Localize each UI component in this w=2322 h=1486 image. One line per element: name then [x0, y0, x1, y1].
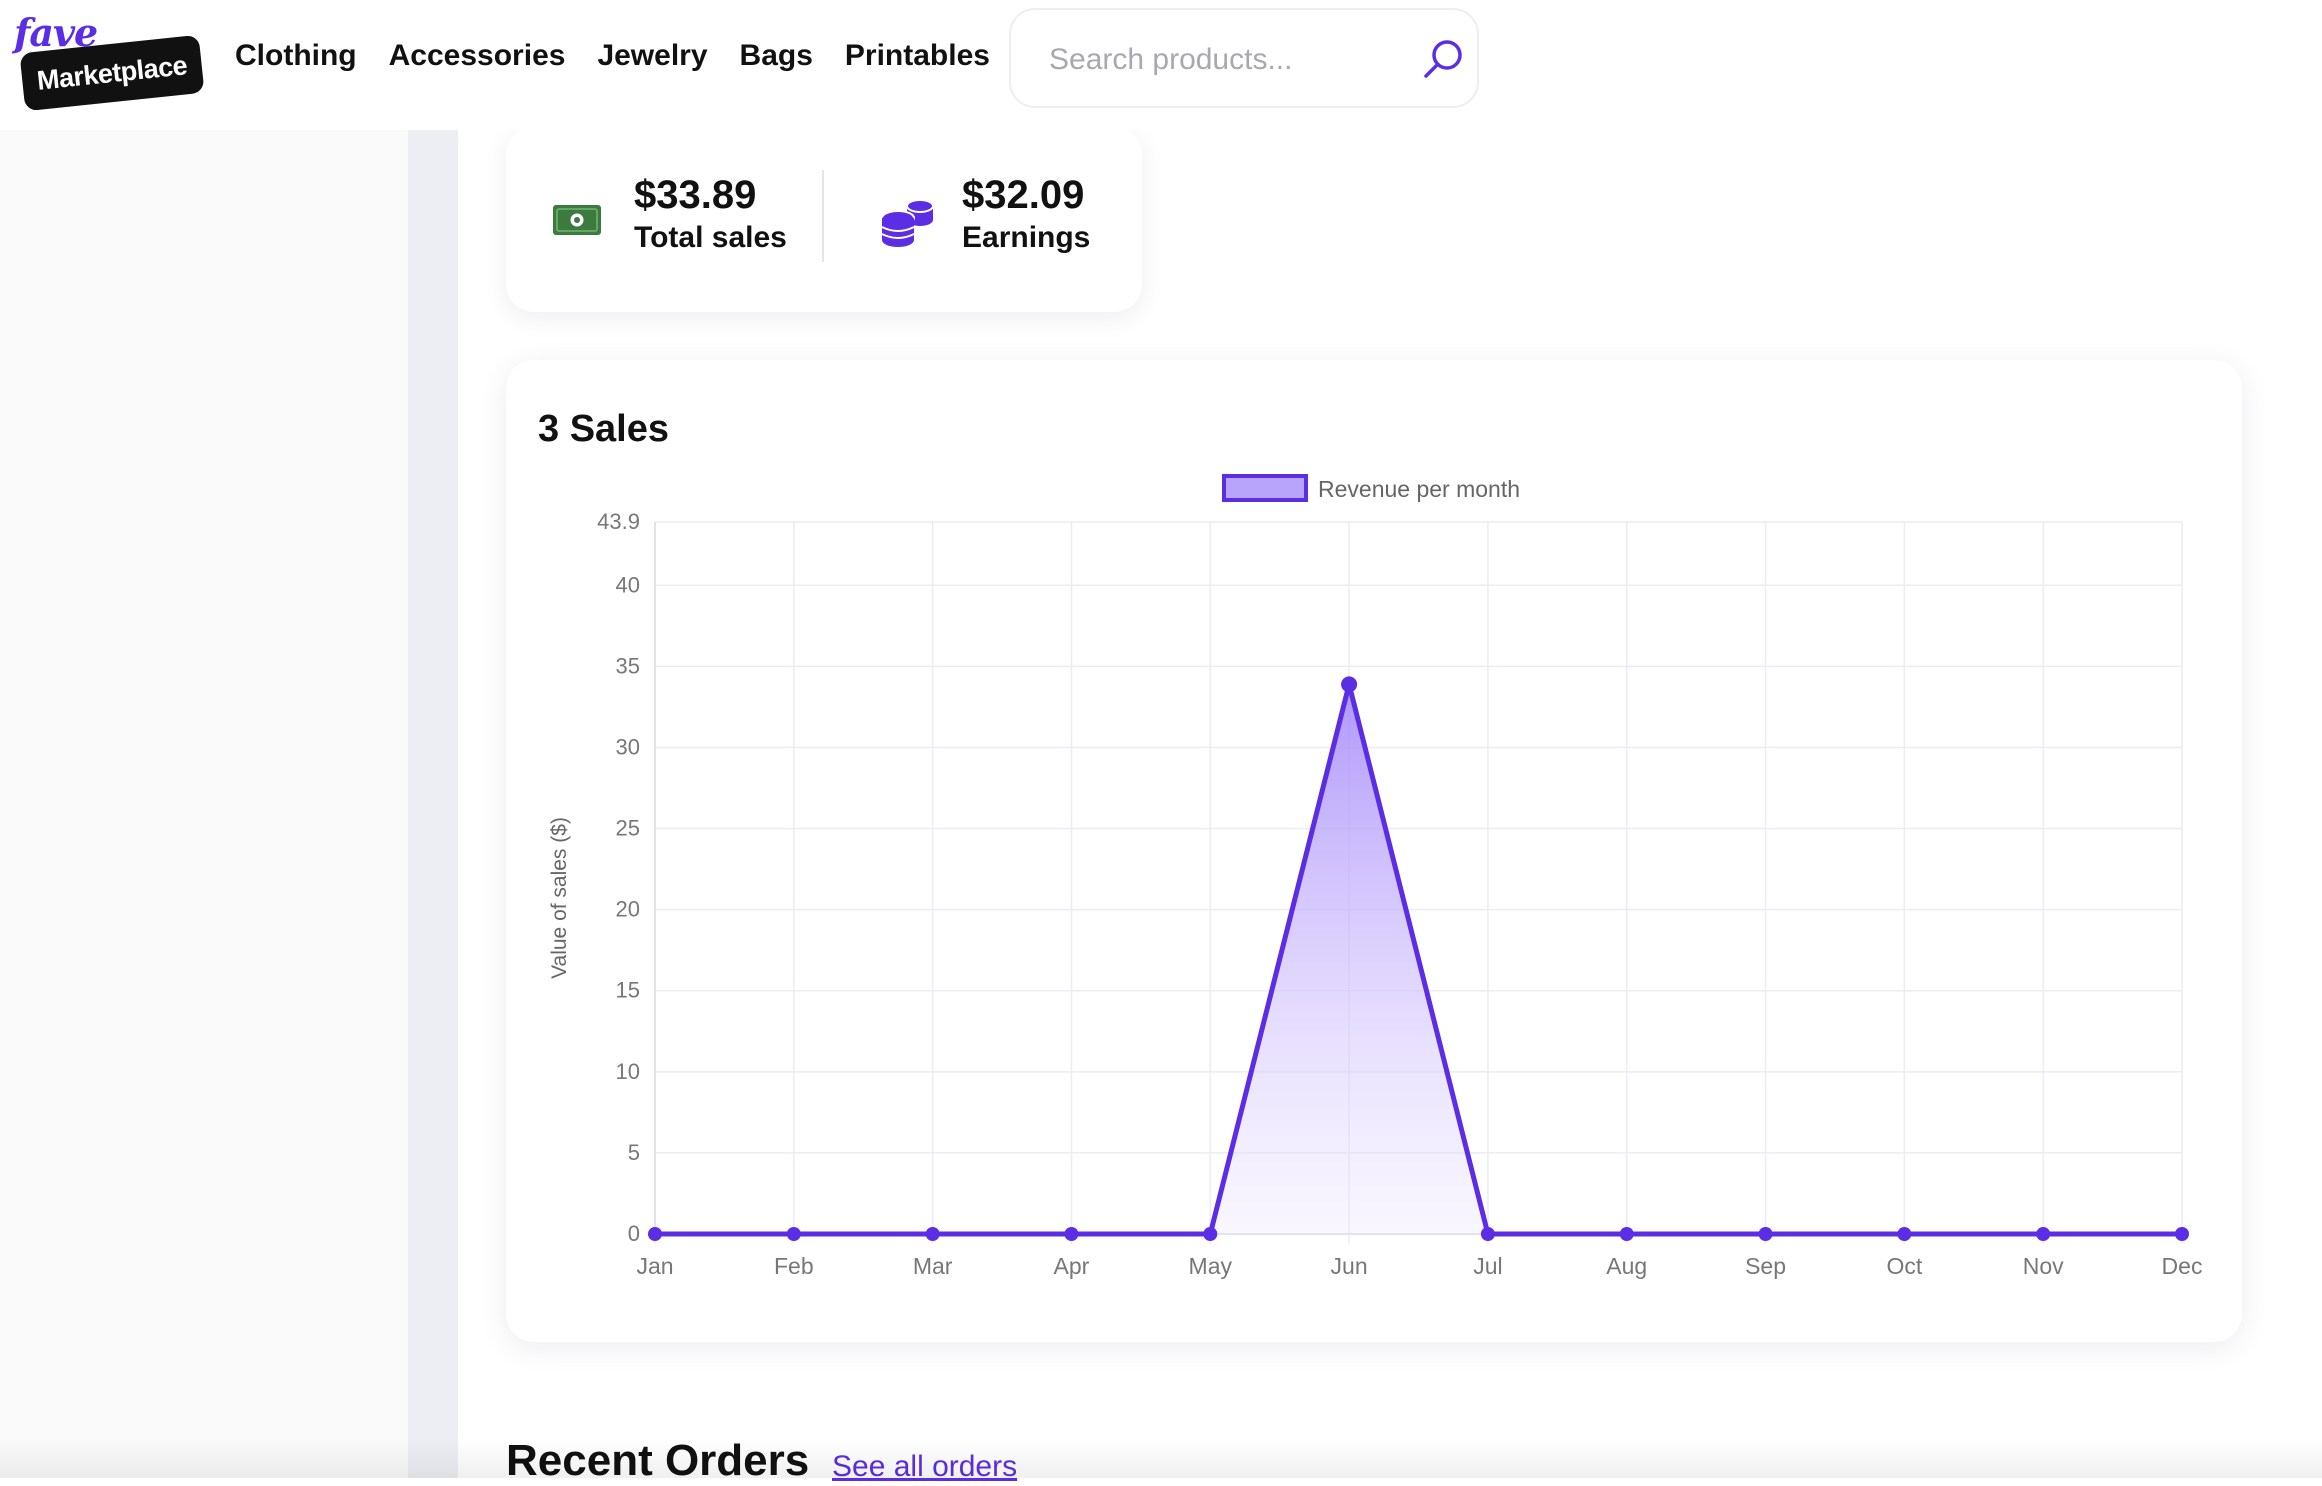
x-tick-label: Jul: [1473, 1253, 1502, 1279]
x-tick-label: May: [1189, 1253, 1233, 1279]
earnings-value: $32.09: [962, 173, 1085, 217]
x-tick-label: Oct: [1886, 1253, 1922, 1279]
y-tick-label: 5: [628, 1140, 640, 1165]
nav-item-clothing[interactable]: Clothing: [235, 39, 357, 72]
stat-total-sales: $33.89 Total sales: [634, 172, 787, 258]
top-header: fave Marketplace Clothing Accessories Je…: [0, 0, 2322, 130]
money-icon: [553, 205, 601, 235]
data-point: [1619, 1227, 1634, 1241]
legend-label: Revenue per month: [1318, 476, 1520, 502]
category-nav: Clothing Accessories Jewelry Bags Printa…: [235, 34, 990, 78]
x-tick-label: Mar: [913, 1253, 953, 1279]
y-tick-label: 20: [616, 897, 640, 922]
search-box: [1009, 8, 1479, 108]
sales-count-heading: 3 Sales: [538, 408, 669, 450]
site-logo[interactable]: fave Marketplace: [12, 10, 205, 112]
logo-fave-text: fave: [14, 10, 98, 55]
data-point: [2036, 1227, 2051, 1241]
data-point: [925, 1227, 940, 1241]
nav-item-jewelry[interactable]: Jewelry: [597, 39, 708, 72]
data-point: [1064, 1227, 1079, 1241]
x-tick-label: Jan: [636, 1253, 673, 1279]
search-icon[interactable]: [1419, 36, 1467, 84]
total-sales-value: $33.89: [634, 173, 757, 217]
data-point: [786, 1227, 801, 1241]
data-point: [1758, 1227, 1773, 1241]
x-tick-label: Sep: [1745, 1253, 1786, 1279]
x-tick-label: Jun: [1331, 1253, 1368, 1279]
data-point: [2175, 1227, 2189, 1241]
y-axis-title: Value of sales ($): [548, 817, 571, 979]
y-tick-label: 43.9: [597, 509, 640, 534]
sales-chart-card: 3 Sales 0 5 10 15 20 25 30 35 40 43.9 Jan Feb Mar Apr…: [506, 360, 2242, 1342]
data-point: [1203, 1227, 1218, 1241]
logo-badge-text: Marketplace: [35, 49, 189, 96]
coins-icon: [881, 199, 934, 247]
y-tick-label: 10: [616, 1059, 640, 1084]
y-tick-label: 25: [616, 816, 640, 841]
x-tick-label: Apr: [1054, 1253, 1090, 1279]
stat-divider: [822, 170, 824, 262]
total-sales-label: Total sales: [634, 221, 787, 254]
x-tick-label: Nov: [2023, 1253, 2064, 1279]
nav-item-accessories[interactable]: Accessories: [388, 39, 566, 72]
y-tick-label: 0: [628, 1221, 640, 1246]
data-point: [1480, 1227, 1495, 1241]
data-point: [1341, 676, 1358, 693]
x-tick-label: Aug: [1606, 1253, 1647, 1279]
see-all-orders-link[interactable]: See all orders: [832, 1450, 1018, 1483]
y-tick-label: 35: [616, 653, 640, 678]
x-tick-label: Feb: [774, 1253, 814, 1279]
data-point: [648, 1227, 662, 1241]
nav-item-printables[interactable]: Printables: [844, 39, 990, 72]
data-point: [1897, 1227, 1912, 1241]
y-tick-label: 30: [616, 734, 640, 759]
stat-earnings: $32.09 Earnings: [962, 172, 1090, 258]
series-line: [655, 681, 2182, 1237]
y-tick-label: 40: [616, 572, 640, 597]
recent-orders-title: Recent Orders: [506, 1436, 810, 1485]
stats-card: $33.89 Total sales $32.09 Earnings: [506, 126, 1142, 312]
sidebar: [0, 130, 408, 1478]
y-tick-label: 15: [616, 978, 640, 1003]
sidebar-divider: [408, 130, 458, 1478]
revenue-chart: 0 5 10 15 20 25 30 35 40 43.9 Jan Feb Mar Apr May Jun Ju…: [548, 474, 2203, 1279]
nav-item-bags[interactable]: Bags: [739, 39, 813, 72]
search-input[interactable]: [1047, 36, 1407, 84]
x-tick-label: Dec: [2162, 1253, 2203, 1279]
legend-swatch: [1222, 474, 1308, 502]
earnings-label: Earnings: [962, 221, 1091, 254]
